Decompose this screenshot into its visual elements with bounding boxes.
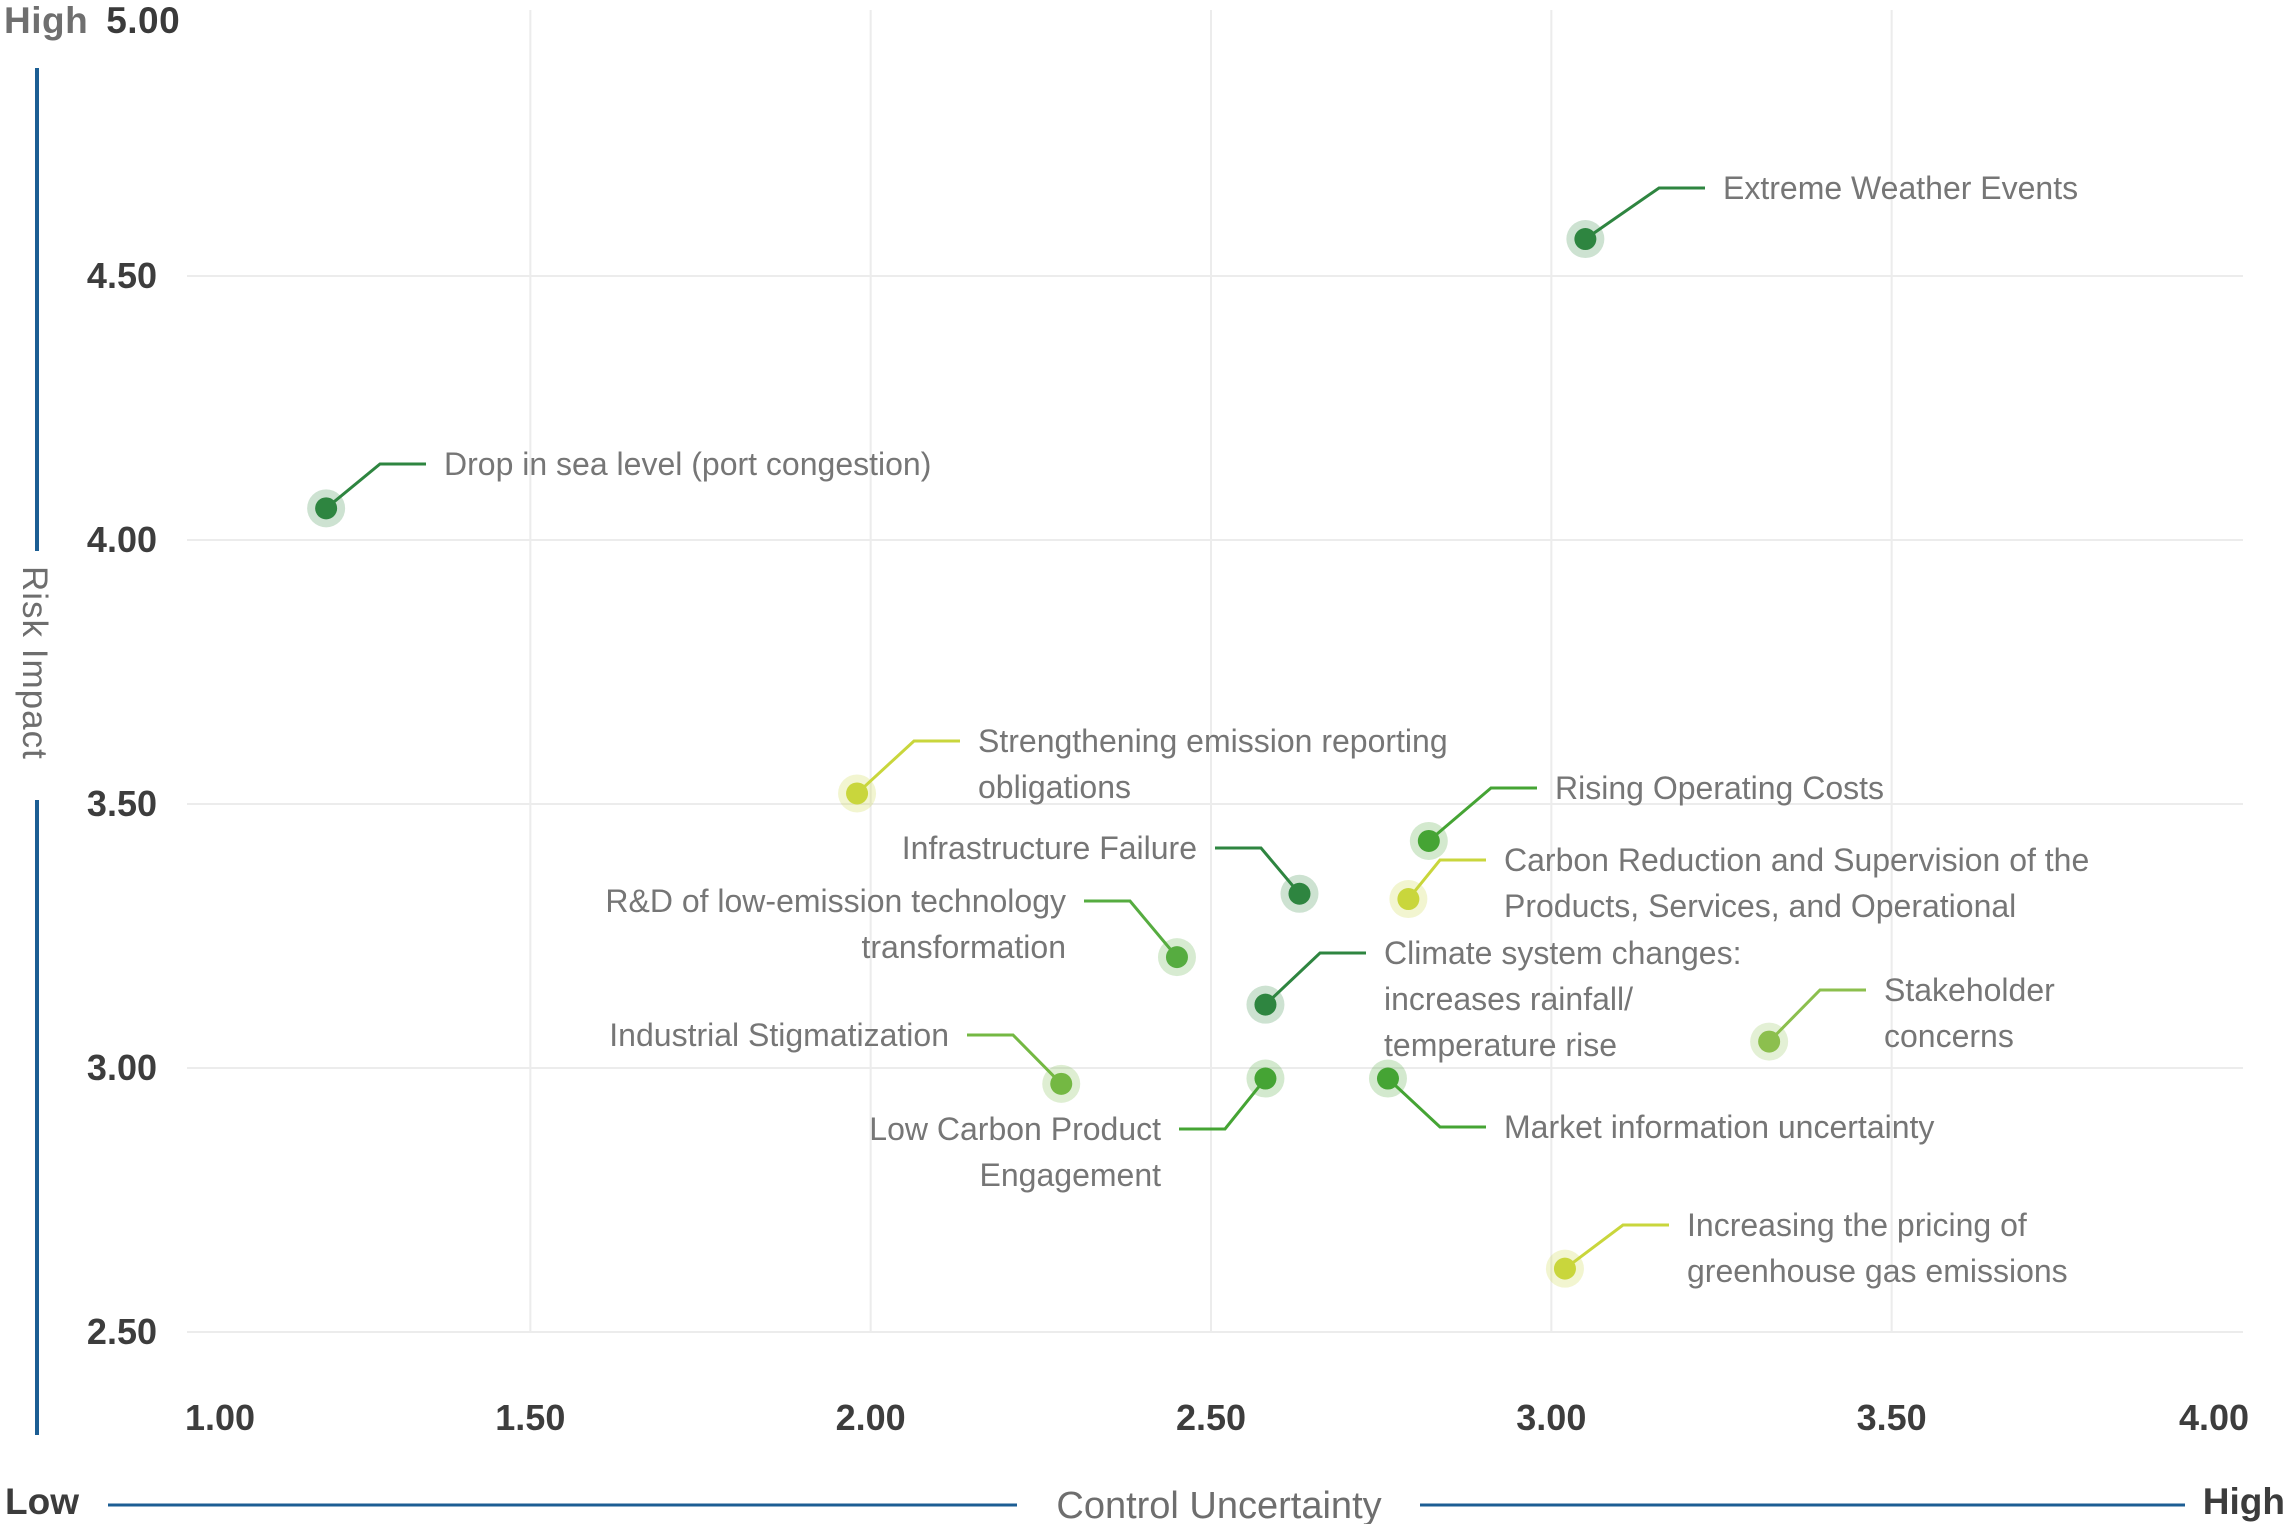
leader-line	[1427, 786, 1537, 843]
leader-line	[1407, 858, 1486, 900]
x-axis-title: Control Uncertainty	[1056, 1485, 1382, 1524]
x-axis-high-word: High	[2202, 1481, 2285, 1522]
y-tick-label-4.50: 4.50	[86, 255, 157, 296]
point-marker[interactable]	[315, 497, 338, 520]
point-label-line: Increasing the pricing of	[1687, 1207, 2027, 1243]
y-axis-top-caption: High 5.00	[4, 0, 180, 42]
leader-lines	[325, 186, 1866, 1270]
y-tick-label-4.00: 4.00	[86, 519, 157, 560]
point-label-line: concerns	[1884, 1018, 2014, 1054]
point-label: Market information uncertainty	[1504, 1104, 1934, 1150]
leader-line	[1084, 899, 1179, 959]
axis-lines	[35, 68, 2185, 1507]
y-axis-max-value: 5.00	[106, 0, 181, 41]
point-label-line: Industrial Stigmatization	[609, 1017, 949, 1053]
point-marker[interactable]	[1376, 1067, 1399, 1090]
point-label-line: temperature rise	[1384, 1027, 1617, 1063]
leader-line	[1386, 1077, 1486, 1129]
point-markers	[315, 228, 1781, 1280]
point-marker[interactable]	[1050, 1072, 1073, 1095]
x-tick-label-2.00: 2.00	[835, 1397, 906, 1438]
leader-line	[1264, 951, 1366, 1006]
point-label-line: Rising Operating Costs	[1555, 770, 1885, 806]
point-label-line: Carbon Reduction and Supervision of the	[1504, 842, 2090, 878]
point-label: Climate system changes: increases rainfal…	[1384, 930, 1741, 1068]
point-label: Industrial Stigmatization	[609, 1012, 949, 1058]
point-marker[interactable]	[1417, 829, 1440, 852]
y-axis-high-word: High	[4, 0, 89, 41]
point-label: Carbon Reduction and Supervision of the P…	[1504, 837, 2089, 929]
point-marker[interactable]	[1288, 882, 1311, 905]
leader-line	[856, 739, 960, 795]
point-label-line: Climate system changes:	[1384, 935, 1742, 971]
x-tick-label-2.50: 2.50	[1175, 1397, 1247, 1438]
point-marker[interactable]	[1397, 888, 1420, 911]
leader-line	[967, 1033, 1063, 1085]
x-tick-label-3.50: 3.50	[1856, 1397, 1927, 1438]
point-label-line: Market information uncertainty	[1504, 1109, 1935, 1145]
point-label-line: transformation	[861, 929, 1066, 965]
leader-line	[1215, 846, 1301, 895]
x-tick-label-3.00: 3.00	[1516, 1397, 1587, 1438]
point-label-line: greenhouse gas emissions	[1687, 1253, 2068, 1289]
point-marker[interactable]	[846, 782, 869, 805]
point-marker[interactable]	[1758, 1030, 1781, 1053]
point-label-line: R&D of low-emission technology	[605, 883, 1066, 919]
point-label: Stakeholder concerns	[1884, 967, 2055, 1059]
y-tick-label-2.50: 2.50	[86, 1311, 157, 1352]
point-label-line: Strengthening emission reporting	[978, 723, 1448, 759]
point-label: Rising Operating Costs	[1555, 765, 1884, 811]
y-tick-label-3.50: 3.50	[86, 783, 157, 824]
point-label-line: Engagement	[979, 1157, 1161, 1193]
leader-line	[1768, 988, 1866, 1043]
point-label: Strengthening emission reporting obligati…	[978, 718, 1448, 810]
leader-line	[1564, 1223, 1669, 1270]
point-label: Infrastructure Failure	[902, 825, 1197, 871]
point-marker[interactable]	[1254, 993, 1277, 1016]
point-label: R&D of low-emission technology transforma…	[605, 878, 1066, 970]
point-marker[interactable]	[1165, 946, 1188, 969]
point-label: Drop in sea level (port congestion)	[444, 441, 931, 487]
x-tick-label-4.00: 4.00	[2178, 1397, 2250, 1438]
point-label: Increasing the pricing of greenhouse gas …	[1687, 1202, 2068, 1294]
x-tick-label-1.00: 1.00	[184, 1397, 256, 1438]
y-axis-title: Risk Impact	[15, 566, 54, 760]
point-label-line: Drop in sea level (port congestion)	[444, 446, 932, 482]
point-label: Low Carbon Product Engagement	[869, 1106, 1161, 1198]
point-marker[interactable]	[1574, 228, 1597, 251]
point-label-line: Products, Services, and Operational	[1504, 888, 2017, 924]
point-label-line: Stakeholder	[1884, 972, 2055, 1008]
leader-line	[1179, 1077, 1267, 1131]
point-label-line: increases rainfall/	[1384, 981, 1633, 1017]
gridlines	[187, 10, 2243, 1333]
y-tick-label-3.00: 3.00	[86, 1047, 157, 1088]
x-tick-label-1.50: 1.50	[495, 1397, 566, 1438]
point-label-line: obligations	[978, 769, 1131, 805]
x-axis-low-word: Low	[5, 1481, 79, 1522]
point-marker[interactable]	[1553, 1257, 1576, 1280]
point-label: Extreme Weather Events	[1723, 165, 2078, 211]
point-label-line: Extreme Weather Events	[1723, 170, 2079, 206]
leader-line	[1584, 186, 1705, 241]
point-label-line: Infrastructure Failure	[901, 830, 1197, 866]
leader-line	[325, 462, 426, 510]
point-marker[interactable]	[1254, 1067, 1277, 1090]
point-label-line: Low Carbon Product	[869, 1111, 1161, 1147]
